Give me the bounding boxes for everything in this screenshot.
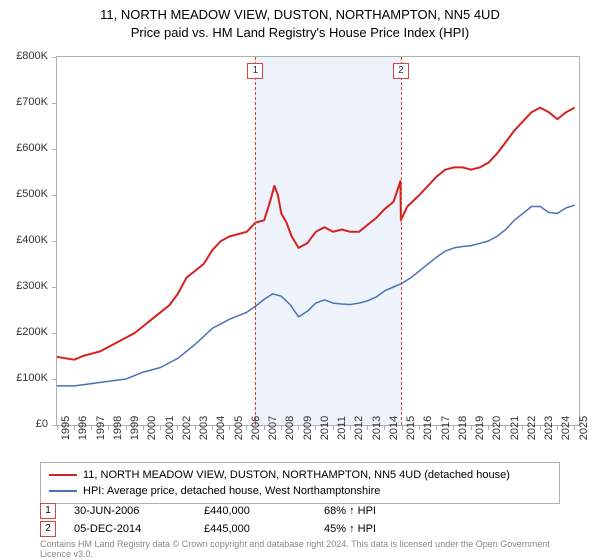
x-tick-label: 1999 — [129, 416, 141, 440]
y-tick-label: £400K — [16, 234, 48, 246]
title-line-1: 11, NORTH MEADOW VIEW, DUSTON, NORTHAMPT… — [0, 6, 600, 24]
x-tick-label: 1997 — [95, 416, 107, 440]
x-tick-label: 2007 — [267, 416, 279, 440]
series-price_paid — [57, 108, 575, 360]
y-tick-label: £600K — [16, 142, 48, 154]
transaction-row-marker: 1 — [40, 503, 56, 519]
x-tick-label: 2017 — [440, 416, 452, 440]
x-tick-label: 2024 — [560, 416, 572, 440]
x-tick-label: 2003 — [198, 416, 210, 440]
x-tick-label: 2023 — [543, 416, 555, 440]
x-tick-label: 2004 — [215, 416, 227, 440]
y-tick-label: £300K — [16, 280, 48, 292]
transactions-table: 1 30-JUN-2006£440,00068% ↑ HPI 2 05-DEC-201… — [40, 502, 560, 538]
legend-item: HPI: Average price, detached house, West… — [49, 483, 551, 499]
x-tick-label: 2009 — [302, 416, 314, 440]
legend-label: HPI: Average price, detached house, West… — [83, 485, 380, 497]
transaction-date: 30-JUN-2006 — [74, 505, 204, 517]
x-tick-label: 2006 — [250, 416, 262, 440]
y-tick-mark — [52, 195, 57, 196]
x-tick-label: 2012 — [353, 416, 365, 440]
attribution-text: Contains HM Land Registry data © Crown c… — [40, 540, 560, 560]
y-tick-mark — [52, 379, 57, 380]
x-tick-label: 2002 — [181, 416, 193, 440]
transaction-pct: 45% ↑ HPI — [324, 523, 464, 535]
x-tick-label: 2019 — [474, 416, 486, 440]
x-tick-label: 2010 — [319, 416, 331, 440]
x-tick-label: 2025 — [578, 416, 590, 440]
transaction-date: 05-DEC-2014 — [74, 523, 204, 535]
x-tick-label: 2016 — [422, 416, 434, 440]
transaction-row: 1 30-JUN-2006£440,00068% ↑ HPI — [40, 502, 560, 520]
transaction-vline — [255, 57, 256, 425]
x-tick-label: 2021 — [509, 416, 521, 440]
transaction-price: £445,000 — [204, 523, 324, 535]
y-tick-mark — [52, 287, 57, 288]
y-tick-mark — [52, 149, 57, 150]
y-tick-label: £800K — [16, 50, 48, 62]
title-line-2: Price paid vs. HM Land Registry's House … — [0, 24, 600, 42]
transaction-price: £440,000 — [204, 505, 324, 517]
x-tick-label: 2018 — [457, 416, 469, 440]
x-tick-label: 2001 — [164, 416, 176, 440]
x-tick-label: 2013 — [371, 416, 383, 440]
x-tick-label: 2000 — [146, 416, 158, 440]
y-tick-label: £100K — [16, 372, 48, 384]
y-tick-mark — [52, 57, 57, 58]
transaction-marker: 1 — [247, 63, 263, 79]
x-tick-label: 2022 — [526, 416, 538, 440]
transaction-pct: 68% ↑ HPI — [324, 505, 464, 517]
x-tick-label: 2020 — [491, 416, 503, 440]
x-tick-label: 2015 — [405, 416, 417, 440]
y-tick-label: £700K — [16, 96, 48, 108]
legend-swatch — [49, 490, 77, 492]
legend-label: 11, NORTH MEADOW VIEW, DUSTON, NORTHAMPT… — [83, 469, 510, 481]
x-tick-label: 2011 — [336, 416, 348, 440]
legend-item: 11, NORTH MEADOW VIEW, DUSTON, NORTHAMPT… — [49, 467, 551, 483]
x-tick-label: 2014 — [388, 416, 400, 440]
x-tick-label: 2008 — [284, 416, 296, 440]
legend-swatch — [49, 474, 77, 476]
chart-container: 11, NORTH MEADOW VIEW, DUSTON, NORTHAMPT… — [0, 0, 600, 560]
x-axis: 1995199619971998199920002001200220032004… — [56, 426, 580, 456]
plot-area: 12 — [56, 56, 580, 426]
x-tick-label: 1998 — [112, 416, 124, 440]
legend: 11, NORTH MEADOW VIEW, DUSTON, NORTHAMPT… — [40, 462, 560, 504]
y-tick-mark — [52, 241, 57, 242]
x-tick-label: 1995 — [60, 416, 72, 440]
transaction-row-marker: 2 — [40, 521, 56, 537]
y-tick-mark — [52, 333, 57, 334]
y-tick-label: £500K — [16, 188, 48, 200]
chart-lines — [57, 57, 579, 425]
transaction-marker: 2 — [393, 63, 409, 79]
y-tick-label: £0 — [36, 418, 48, 430]
transaction-row: 2 05-DEC-2014£445,00045% ↑ HPI — [40, 520, 560, 538]
x-tick-label: 2005 — [233, 416, 245, 440]
x-tick-label: 1996 — [77, 416, 89, 440]
y-axis: £0£100K£200K£300K£400K£500K£600K£700K£80… — [0, 56, 52, 426]
transaction-vline — [401, 57, 402, 425]
chart-title: 11, NORTH MEADOW VIEW, DUSTON, NORTHAMPT… — [0, 0, 600, 42]
y-tick-mark — [52, 103, 57, 104]
y-tick-label: £200K — [16, 326, 48, 338]
